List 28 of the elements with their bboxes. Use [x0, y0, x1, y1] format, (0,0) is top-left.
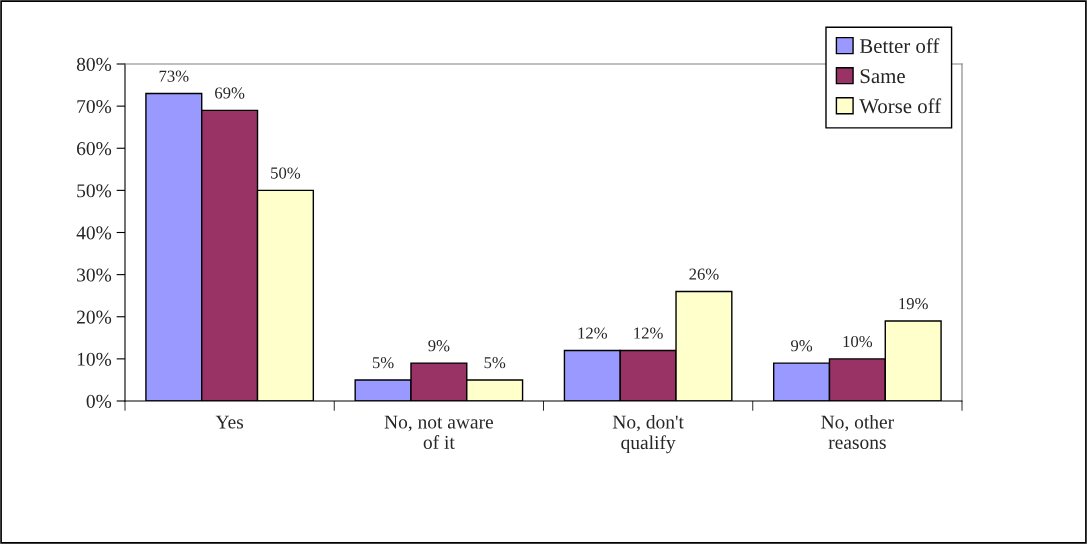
legend-label: Worse off — [859, 98, 942, 114]
y-tick-label: 10% — [77, 352, 112, 366]
data-label: 10% — [843, 335, 873, 348]
data-label: 19% — [899, 298, 928, 310]
data-label: 9% — [428, 340, 450, 352]
x-tick-label: No, other reasons — [821, 414, 894, 449]
data-label: 26% — [689, 268, 719, 280]
x-tick-label: No, don't qualify — [612, 414, 684, 454]
data-label: 5% — [484, 356, 506, 369]
legend-label: Same — [860, 69, 905, 84]
data-label: 12% — [634, 327, 663, 339]
y-tick-label: 50% — [77, 184, 112, 198]
data-label: 5% — [372, 356, 394, 369]
y-tick-label: 20% — [77, 310, 112, 324]
data-label: 9% — [791, 340, 813, 352]
y-tick-label: 70% — [77, 99, 112, 114]
data-label: 69% — [215, 87, 245, 99]
x-tick-label: No, not aware of it — [384, 415, 493, 449]
y-tick-label: 30% — [77, 268, 112, 282]
y-tick-label: 40% — [76, 226, 112, 240]
y-tick-label: 0% — [86, 394, 112, 408]
data-label: 50% — [271, 167, 301, 179]
x-tick-label: Yes — [215, 415, 244, 429]
data-label: 12% — [578, 327, 608, 339]
y-tick-label: 80% — [76, 57, 112, 71]
legend-label: Better off — [859, 38, 940, 54]
data-label: 73% — [159, 70, 189, 82]
y-tick-label: 60% — [77, 142, 112, 156]
